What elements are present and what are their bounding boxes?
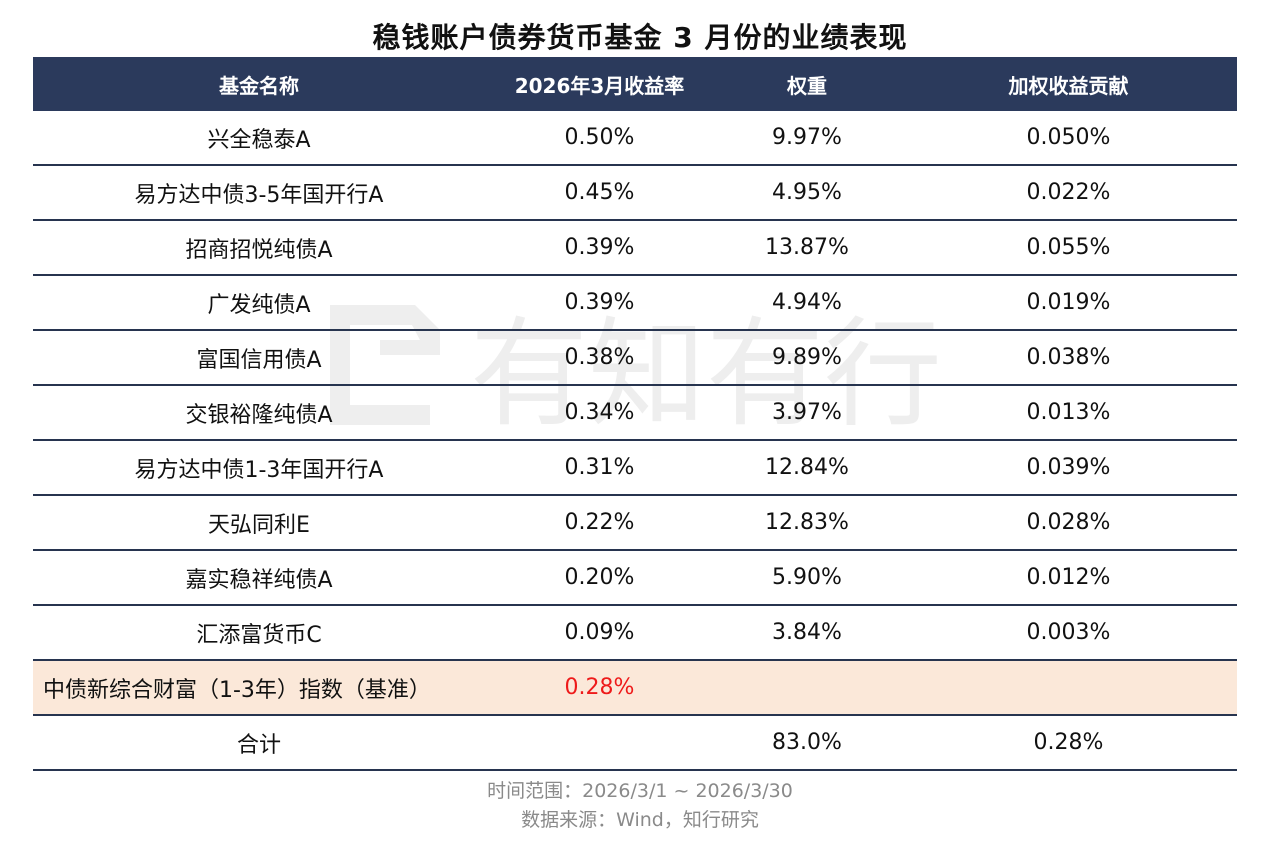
fund-contribution: 0.003% bbox=[900, 605, 1237, 661]
fund-name: 易方达中债3-5年国开行A bbox=[33, 165, 485, 221]
total-return-empty bbox=[485, 715, 714, 771]
total-label: 合计 bbox=[33, 715, 485, 771]
fund-return: 0.45% bbox=[485, 165, 714, 221]
fund-contribution: 0.022% bbox=[900, 165, 1237, 221]
fund-return: 0.20% bbox=[485, 550, 714, 606]
benchmark-weight-empty bbox=[714, 660, 900, 716]
fund-weight: 5.90% bbox=[714, 550, 900, 606]
fund-return: 0.22% bbox=[485, 495, 714, 551]
total-row: 合计 83.0% 0.28% bbox=[33, 715, 1237, 771]
time-range-note: 时间范围：2026/3/1 ~ 2026/3/30 bbox=[487, 780, 793, 802]
fund-name: 招商招悦纯债A bbox=[33, 220, 485, 276]
fund-name: 汇添富货币C bbox=[33, 605, 485, 661]
fund-return: 0.39% bbox=[485, 220, 714, 276]
col-header-return: 2026年3月收益率 bbox=[485, 57, 714, 111]
fund-weight: 13.87% bbox=[714, 220, 900, 276]
benchmark-return: 0.28% bbox=[485, 660, 714, 716]
table-row: 交银裕隆纯债A 0.34% 3.97% 0.013% bbox=[33, 385, 1237, 441]
fund-weight: 9.97% bbox=[714, 111, 900, 166]
table-row: 兴全稳泰A 0.50% 9.97% 0.050% bbox=[33, 111, 1237, 166]
table-row: 汇添富货币C 0.09% 3.84% 0.003% bbox=[33, 605, 1237, 661]
fund-contribution: 0.028% bbox=[900, 495, 1237, 551]
table-row: 广发纯债A 0.39% 4.94% 0.019% bbox=[33, 275, 1237, 331]
fund-contribution: 0.050% bbox=[900, 111, 1237, 166]
table-header-row: 基金名称 2026年3月收益率 权重 加权收益贡献 bbox=[33, 57, 1237, 111]
fund-return: 0.09% bbox=[485, 605, 714, 661]
fund-name: 富国信用债A bbox=[33, 330, 485, 386]
total-weight: 83.0% bbox=[714, 715, 900, 771]
fund-weight: 12.83% bbox=[714, 495, 900, 551]
table-row: 易方达中债3-5年国开行A 0.45% 4.95% 0.022% bbox=[33, 165, 1237, 221]
fund-name: 交银裕隆纯债A bbox=[33, 385, 485, 441]
benchmark-row: 中债新综合财富（1-3年）指数（基准） 0.28% bbox=[33, 660, 1237, 716]
fund-weight: 4.95% bbox=[714, 165, 900, 221]
col-header-fund-name: 基金名称 bbox=[33, 57, 485, 111]
table-row: 易方达中债1-3年国开行A 0.31% 12.84% 0.039% bbox=[33, 440, 1237, 496]
fund-contribution: 0.055% bbox=[900, 220, 1237, 276]
table-row: 天弘同利E 0.22% 12.83% 0.028% bbox=[33, 495, 1237, 551]
fund-weight: 9.89% bbox=[714, 330, 900, 386]
fund-name: 天弘同利E bbox=[33, 495, 485, 551]
page-title: 稳钱账户债券货币基金 3 月份的业绩表现 bbox=[372, 21, 908, 54]
fund-contribution: 0.039% bbox=[900, 440, 1237, 496]
data-source-note: 数据来源：Wind，知行研究 bbox=[521, 809, 759, 831]
fund-performance-table: 基金名称 2026年3月收益率 权重 加权收益贡献 兴全稳泰A 0.50% 9.… bbox=[33, 57, 1237, 771]
fund-weight: 3.97% bbox=[714, 385, 900, 441]
fund-contribution: 0.012% bbox=[900, 550, 1237, 606]
col-header-contribution: 加权收益贡献 bbox=[900, 57, 1237, 111]
fund-contribution: 0.019% bbox=[900, 275, 1237, 331]
total-contribution: 0.28% bbox=[900, 715, 1237, 771]
benchmark-name: 中债新综合财富（1-3年）指数（基准） bbox=[33, 660, 485, 716]
fund-name: 兴全稳泰A bbox=[33, 111, 485, 166]
table-row: 招商招悦纯债A 0.39% 13.87% 0.055% bbox=[33, 220, 1237, 276]
fund-weight: 4.94% bbox=[714, 275, 900, 331]
fund-name: 易方达中债1-3年国开行A bbox=[33, 440, 485, 496]
benchmark-contribution-empty bbox=[900, 660, 1237, 716]
fund-return: 0.50% bbox=[485, 111, 714, 166]
fund-name: 嘉实稳祥纯债A bbox=[33, 550, 485, 606]
fund-weight: 3.84% bbox=[714, 605, 900, 661]
fund-return: 0.34% bbox=[485, 385, 714, 441]
fund-contribution: 0.013% bbox=[900, 385, 1237, 441]
fund-return: 0.39% bbox=[485, 275, 714, 331]
table-row: 富国信用债A 0.38% 9.89% 0.038% bbox=[33, 330, 1237, 386]
fund-weight: 12.84% bbox=[714, 440, 900, 496]
fund-contribution: 0.038% bbox=[900, 330, 1237, 386]
table-row: 嘉实稳祥纯债A 0.20% 5.90% 0.012% bbox=[33, 550, 1237, 606]
fund-return: 0.38% bbox=[485, 330, 714, 386]
fund-return: 0.31% bbox=[485, 440, 714, 496]
fund-name: 广发纯债A bbox=[33, 275, 485, 331]
col-header-weight: 权重 bbox=[714, 57, 900, 111]
